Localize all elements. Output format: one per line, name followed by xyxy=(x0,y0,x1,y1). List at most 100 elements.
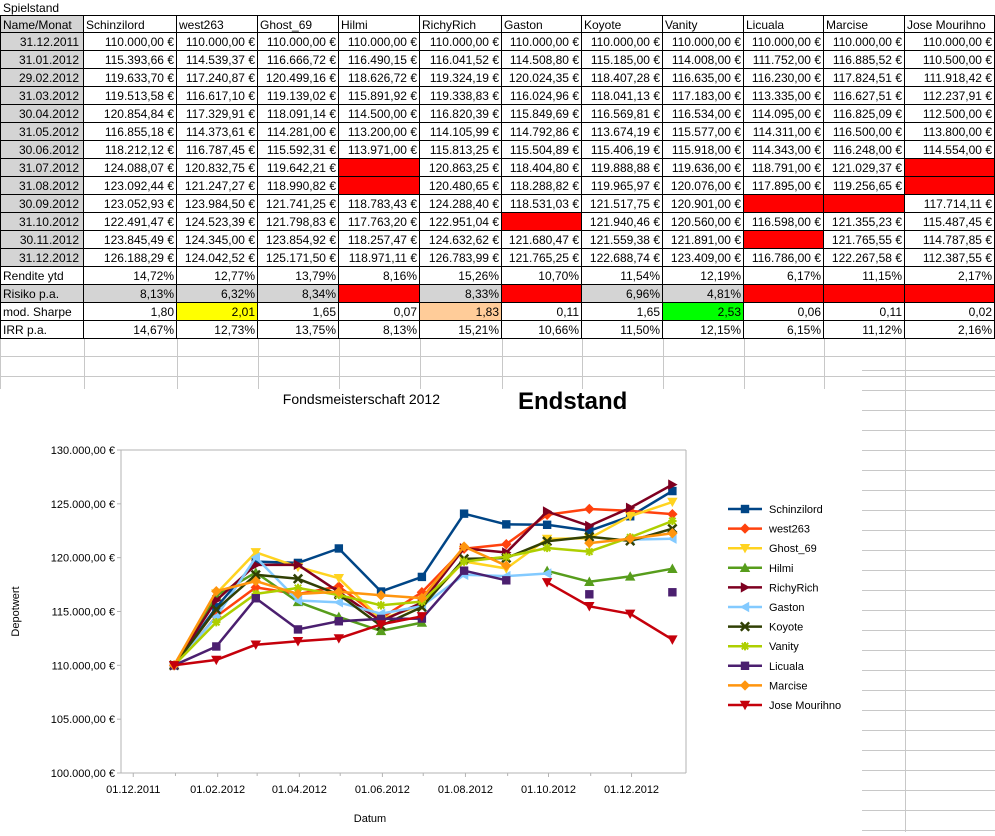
value-cell[interactable]: 115.813,25 € xyxy=(420,141,502,159)
value-cell[interactable]: 119.636,00 € xyxy=(663,159,744,177)
stat-value-cell[interactable]: 14,67% xyxy=(84,321,177,339)
value-cell[interactable]: 121.680,47 € xyxy=(502,231,582,249)
value-cell[interactable]: 119.965,97 € xyxy=(582,177,663,195)
value-cell[interactable] xyxy=(905,159,995,177)
value-cell[interactable]: 115.918,00 € xyxy=(663,141,744,159)
value-cell[interactable]: 121.765,25 € xyxy=(502,249,582,267)
stat-value-cell[interactable]: 1,80 xyxy=(84,303,177,321)
value-cell[interactable]: 119.139,02 € xyxy=(258,87,339,105)
stat-value-cell[interactable]: 8,13% xyxy=(339,321,420,339)
value-cell[interactable]: 123.409,00 € xyxy=(663,249,744,267)
date-cell[interactable]: 30.11.2012 xyxy=(0,231,84,249)
player-header-hilmi[interactable]: Hilmi xyxy=(339,15,420,33)
value-cell[interactable]: 124.345,00 € xyxy=(177,231,258,249)
stat-value-cell[interactable] xyxy=(502,285,582,303)
line-chart[interactable]: Fondsmeisterschaft 2012 Endstand 100.000,0… xyxy=(0,377,860,833)
value-cell[interactable]: 114.343,00 € xyxy=(744,141,824,159)
value-cell[interactable]: 124.288,40 € xyxy=(420,195,502,213)
value-cell[interactable]: 117.714,11 € xyxy=(905,195,995,213)
value-cell[interactable]: 119.888,88 € xyxy=(582,159,663,177)
value-cell[interactable]: 117.183,00 € xyxy=(663,87,744,105)
value-cell[interactable]: 126.188,29 € xyxy=(84,249,177,267)
value-cell[interactable]: 115.393,66 € xyxy=(84,51,177,69)
value-cell[interactable]: 118.404,80 € xyxy=(502,159,582,177)
value-cell[interactable]: 120.832,75 € xyxy=(177,159,258,177)
stat-value-cell[interactable] xyxy=(905,285,995,303)
value-cell[interactable]: 116.666,72 € xyxy=(258,51,339,69)
stat-value-cell[interactable]: 0,06 xyxy=(744,303,824,321)
date-cell[interactable]: 31.12.2011 xyxy=(0,33,84,51)
stat-value-cell[interactable]: 1,65 xyxy=(258,303,339,321)
value-cell[interactable]: 118.791,00 € xyxy=(744,159,824,177)
date-cell[interactable]: 29.02.2012 xyxy=(0,69,84,87)
value-cell[interactable]: 121.355,23 € xyxy=(824,213,905,231)
stat-value-cell[interactable]: 2,01 xyxy=(177,303,258,321)
player-header-west263[interactable]: west263 xyxy=(177,15,258,33)
value-cell[interactable]: 114.554,00 € xyxy=(905,141,995,159)
value-cell[interactable]: 122.688,74 € xyxy=(582,249,663,267)
value-cell[interactable]: 118.626,72 € xyxy=(339,69,420,87)
stat-value-cell[interactable]: 12,73% xyxy=(177,321,258,339)
stat-value-cell[interactable]: 12,15% xyxy=(663,321,744,339)
value-cell[interactable]: 114.500,00 € xyxy=(339,105,420,123)
value-cell[interactable]: 119.642,21 € xyxy=(258,159,339,177)
value-cell[interactable]: 116.786,00 € xyxy=(744,249,824,267)
value-cell[interactable]: 119.513,58 € xyxy=(84,87,177,105)
value-cell[interactable]: 116.787,45 € xyxy=(177,141,258,159)
stat-value-cell[interactable]: 1,65 xyxy=(582,303,663,321)
stat-value-cell[interactable]: 15,21% xyxy=(420,321,502,339)
player-header-jose mourihno[interactable]: Jose Mourihno xyxy=(905,15,995,33)
value-cell[interactable]: 118.971,11 € xyxy=(339,249,420,267)
value-cell[interactable]: 114.792,86 € xyxy=(502,123,582,141)
value-cell[interactable]: 117.824,51 € xyxy=(824,69,905,87)
value-cell[interactable]: 120.024,35 € xyxy=(502,69,582,87)
value-cell[interactable]: 110.000,00 € xyxy=(824,33,905,51)
value-cell[interactable]: 114.281,00 € xyxy=(258,123,339,141)
value-cell[interactable]: 114.508,80 € xyxy=(502,51,582,69)
value-cell[interactable]: 118.212,12 € xyxy=(84,141,177,159)
value-cell[interactable]: 116.024,96 € xyxy=(502,87,582,105)
value-cell[interactable]: 112.387,55 € xyxy=(905,249,995,267)
value-cell[interactable]: 118.091,14 € xyxy=(258,105,339,123)
value-cell[interactable]: 116.534,00 € xyxy=(663,105,744,123)
value-cell[interactable]: 120.480,65 € xyxy=(420,177,502,195)
value-cell[interactable]: 114.787,85 € xyxy=(905,231,995,249)
value-cell[interactable]: 122.951,04 € xyxy=(420,213,502,231)
value-cell[interactable]: 111.918,42 € xyxy=(905,69,995,87)
value-cell[interactable]: 110.000,00 € xyxy=(502,33,582,51)
value-cell[interactable]: 121.517,75 € xyxy=(582,195,663,213)
stat-value-cell[interactable]: 0,07 xyxy=(339,303,420,321)
value-cell[interactable]: 122.267,58 € xyxy=(824,249,905,267)
value-cell[interactable]: 120.499,16 € xyxy=(258,69,339,87)
value-cell[interactable]: 114.311,00 € xyxy=(744,123,824,141)
stat-value-cell[interactable]: 14,72% xyxy=(84,267,177,285)
value-cell[interactable]: 115.406,19 € xyxy=(582,141,663,159)
value-cell[interactable]: 121.741,25 € xyxy=(258,195,339,213)
stat-value-cell[interactable]: 8,34% xyxy=(258,285,339,303)
stat-value-cell[interactable]: 10,70% xyxy=(502,267,582,285)
value-cell[interactable]: 121.559,38 € xyxy=(582,231,663,249)
stat-value-cell[interactable]: 12,77% xyxy=(177,267,258,285)
value-cell[interactable]: 115.504,89 € xyxy=(502,141,582,159)
stat-value-cell[interactable] xyxy=(824,285,905,303)
value-cell[interactable]: 123.984,50 € xyxy=(177,195,258,213)
value-cell[interactable]: 114.539,37 € xyxy=(177,51,258,69)
value-cell[interactable]: 122.491,47 € xyxy=(84,213,177,231)
value-cell[interactable]: 120.560,00 € xyxy=(663,213,744,231)
stat-value-cell[interactable]: 6,32% xyxy=(177,285,258,303)
value-cell[interactable]: 113.800,00 € xyxy=(905,123,995,141)
player-header-ghost_69[interactable]: Ghost_69 xyxy=(258,15,339,33)
stat-value-cell[interactable]: 11,50% xyxy=(582,321,663,339)
value-cell[interactable]: 118.783,43 € xyxy=(339,195,420,213)
value-cell[interactable]: 112.237,91 € xyxy=(905,87,995,105)
value-cell[interactable]: 124.042,52 € xyxy=(177,249,258,267)
value-cell[interactable]: 110.000,00 € xyxy=(582,33,663,51)
date-cell[interactable]: 31.10.2012 xyxy=(0,213,84,231)
stat-label-cell[interactable]: IRR p.a. xyxy=(0,321,84,339)
value-cell[interactable] xyxy=(824,195,905,213)
stat-value-cell[interactable]: 11,54% xyxy=(582,267,663,285)
value-cell[interactable]: 113.971,00 € xyxy=(339,141,420,159)
stat-label-cell[interactable]: Risiko p.a. xyxy=(0,285,84,303)
value-cell[interactable]: 117.895,00 € xyxy=(744,177,824,195)
player-header-schinzilord[interactable]: Schinzilord xyxy=(84,15,177,33)
